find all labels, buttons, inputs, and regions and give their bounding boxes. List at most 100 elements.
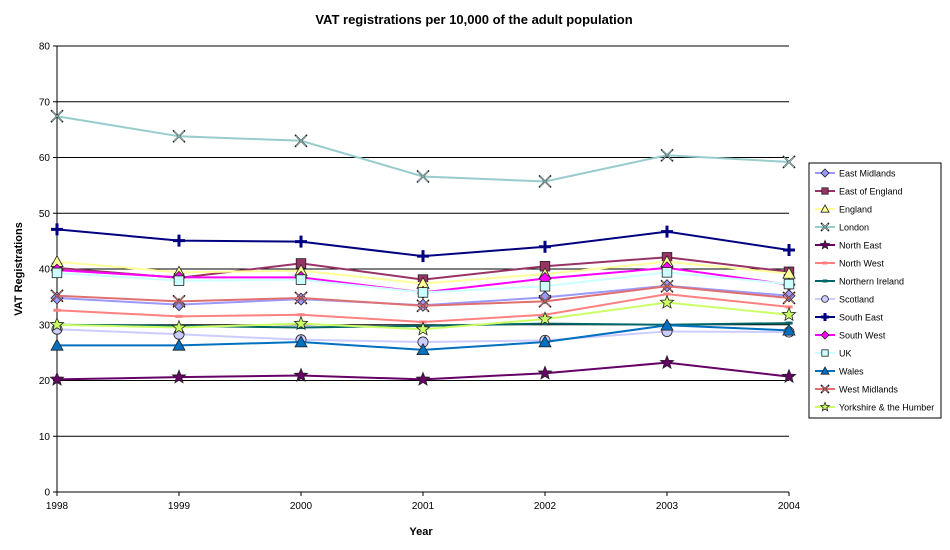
data-point (539, 240, 551, 253)
data-point (537, 365, 553, 380)
y-tick-label: 60 (39, 153, 51, 164)
data-point (781, 306, 797, 322)
legend-label: Scotland (839, 295, 874, 305)
y-tick-label: 80 (39, 42, 51, 53)
data-point-inner (417, 171, 429, 182)
x-tick-label: 2002 (534, 501, 557, 512)
data-point (49, 316, 65, 332)
y-tick-label: 30 (39, 320, 51, 331)
legend-item: North East (815, 239, 882, 251)
series-3 (50, 109, 796, 189)
data-point (781, 368, 797, 384)
data-point-inner (539, 176, 551, 187)
y-tick-label: 50 (39, 209, 51, 220)
x-axis-title: Year (409, 526, 433, 538)
x-tick-label: 2004 (778, 501, 801, 512)
data-point (49, 371, 65, 386)
legend-marker (821, 313, 829, 321)
legend-marker-inner (821, 385, 829, 393)
data-point (295, 274, 307, 285)
legend-marker (820, 168, 830, 178)
data-point (295, 235, 307, 248)
legend-item: UK (815, 349, 852, 359)
legend-marker (820, 366, 830, 375)
legend-item: London (815, 222, 869, 233)
data-point (171, 319, 187, 335)
data-point (659, 294, 675, 309)
data-point-inner (51, 290, 63, 302)
data-point-inner (783, 156, 795, 168)
data-point (51, 223, 63, 236)
legend-label: Yorkshire & the Humber (839, 403, 934, 413)
data-point (782, 289, 796, 303)
legend-item: South East (815, 313, 884, 323)
data-point (782, 323, 796, 336)
legend-label: West Midlands (839, 385, 898, 395)
series-12 (50, 279, 796, 313)
legend-item: North West (815, 259, 884, 269)
legend-label: UK (839, 349, 852, 359)
legend-label: South East (839, 313, 884, 323)
data-point-inner (417, 300, 429, 312)
data-point (293, 315, 309, 331)
data-point-inner (51, 110, 63, 122)
data-point (294, 335, 308, 348)
data-point (173, 275, 185, 286)
legend-label: England (839, 205, 872, 215)
series-4 (49, 354, 797, 386)
legend-marker (822, 279, 828, 283)
chart-title: VAT registrations per 10,000 of the adul… (315, 12, 632, 27)
legend-label: East Midlands (839, 169, 896, 179)
data-point (661, 225, 673, 238)
data-point (659, 354, 675, 370)
legend-label: North West (839, 259, 884, 269)
legend-item: South West (815, 330, 886, 341)
x-tick-label: 2000 (290, 501, 313, 512)
series-11 (50, 318, 796, 356)
series-line (56, 115, 790, 183)
data-point-inner (295, 135, 307, 147)
x-tick-label: 1999 (168, 501, 191, 512)
data-point (50, 338, 64, 351)
y-tick-label: 10 (39, 432, 51, 443)
legend-label: North East (839, 241, 882, 251)
legend-label: London (839, 223, 869, 233)
legend-item: Northern Ireland (815, 277, 904, 287)
legend-item: England (815, 204, 872, 215)
legend-marker (821, 187, 829, 195)
data-point (171, 369, 187, 384)
legend-item: Scotland (815, 295, 874, 305)
x-tick-label: 2001 (412, 501, 435, 512)
data-point (539, 281, 551, 292)
data-point (415, 321, 431, 336)
data-point (783, 244, 795, 257)
data-point (50, 291, 64, 305)
data-point-inner (661, 281, 673, 292)
legend-marker-inner (821, 223, 829, 231)
data-point-inner (661, 149, 673, 161)
data-point-inner (539, 296, 551, 307)
data-point (297, 313, 305, 317)
legend-marker (821, 349, 829, 357)
y-tick-label: 20 (39, 376, 51, 387)
legend-box (808, 162, 942, 419)
legend-marker (819, 239, 831, 250)
legend-marker (819, 401, 831, 412)
legend-item: East Midlands (815, 168, 896, 179)
data-point (417, 287, 429, 298)
data-point (660, 318, 674, 331)
legend-label: Wales (839, 367, 864, 377)
data-point (783, 278, 795, 290)
data-point (297, 326, 305, 330)
legend-label: South West (839, 331, 886, 341)
legend-item: Wales (815, 366, 864, 377)
y-tick-label: 70 (39, 97, 51, 108)
legend-item: West Midlands (815, 384, 898, 395)
data-point (661, 267, 673, 278)
data-point (172, 338, 186, 351)
data-point (541, 322, 549, 326)
y-tick-label: 40 (39, 265, 51, 276)
data-point (417, 250, 429, 263)
